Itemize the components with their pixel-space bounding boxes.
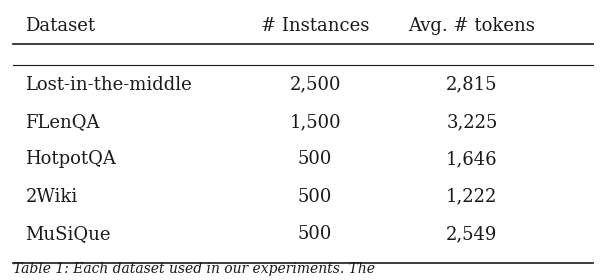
Text: 1,500: 1,500 bbox=[289, 113, 341, 131]
Text: Lost-in-the-middle: Lost-in-the-middle bbox=[25, 76, 192, 94]
Text: FLenQA: FLenQA bbox=[25, 113, 100, 131]
Text: # Instances: # Instances bbox=[261, 17, 369, 35]
Text: 2,500: 2,500 bbox=[289, 76, 341, 94]
Text: Dataset: Dataset bbox=[25, 17, 96, 35]
Text: HotpotQA: HotpotQA bbox=[25, 150, 116, 168]
Text: Table 1: Each dataset used in our experiments. The: Table 1: Each dataset used in our experi… bbox=[13, 262, 376, 276]
Text: 1,646: 1,646 bbox=[446, 150, 498, 168]
Text: 500: 500 bbox=[298, 225, 332, 243]
Text: 2,815: 2,815 bbox=[446, 76, 498, 94]
Text: 500: 500 bbox=[298, 150, 332, 168]
Text: MuSiQue: MuSiQue bbox=[25, 225, 111, 243]
Text: 3,225: 3,225 bbox=[446, 113, 498, 131]
Text: 1,222: 1,222 bbox=[446, 188, 498, 206]
Text: 500: 500 bbox=[298, 188, 332, 206]
Text: 2Wiki: 2Wiki bbox=[25, 188, 78, 206]
Text: 2,549: 2,549 bbox=[446, 225, 498, 243]
Text: Avg. # tokens: Avg. # tokens bbox=[408, 17, 535, 35]
